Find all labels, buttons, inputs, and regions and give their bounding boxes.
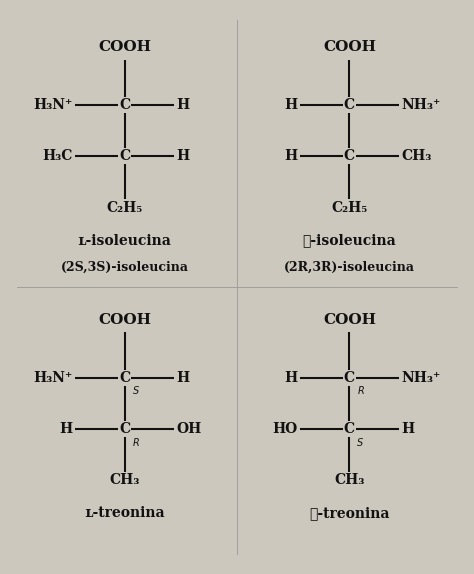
Text: CH₃: CH₃ bbox=[401, 149, 432, 163]
Text: COOH: COOH bbox=[98, 313, 151, 327]
Text: H₃C: H₃C bbox=[42, 149, 73, 163]
Text: C: C bbox=[344, 149, 355, 163]
Text: C: C bbox=[119, 98, 130, 112]
Text: H: H bbox=[177, 98, 190, 112]
Text: ʟ-isoleucina: ʟ-isoleucina bbox=[78, 234, 172, 247]
Text: C: C bbox=[344, 98, 355, 112]
Text: CH₃: CH₃ bbox=[334, 474, 365, 487]
Text: C: C bbox=[344, 371, 355, 385]
Text: COOH: COOH bbox=[323, 313, 376, 327]
Text: H: H bbox=[59, 422, 73, 436]
Text: Ԁ-isoleucina: Ԁ-isoleucina bbox=[302, 234, 396, 247]
Text: C: C bbox=[119, 371, 130, 385]
Text: S: S bbox=[133, 386, 139, 397]
Text: H: H bbox=[177, 371, 190, 385]
Text: C: C bbox=[119, 422, 130, 436]
Text: C: C bbox=[119, 149, 130, 163]
Text: H: H bbox=[177, 149, 190, 163]
Text: OH: OH bbox=[177, 422, 202, 436]
Text: NH₃⁺: NH₃⁺ bbox=[401, 371, 441, 385]
Text: HO: HO bbox=[272, 422, 297, 436]
Text: C₂H₅: C₂H₅ bbox=[331, 200, 367, 215]
Text: R: R bbox=[357, 386, 364, 397]
Text: H: H bbox=[284, 98, 297, 112]
Text: H: H bbox=[401, 422, 415, 436]
Text: H: H bbox=[284, 149, 297, 163]
Text: H₃N⁺: H₃N⁺ bbox=[33, 98, 73, 112]
Text: (2R,3R)-isoleucina: (2R,3R)-isoleucina bbox=[284, 261, 415, 274]
Text: C: C bbox=[344, 422, 355, 436]
Text: NH₃⁺: NH₃⁺ bbox=[401, 98, 441, 112]
Text: Ԁ-treonina: Ԁ-treonina bbox=[309, 506, 390, 521]
Text: C₂H₅: C₂H₅ bbox=[107, 200, 143, 215]
Text: ʟ-treonina: ʟ-treonina bbox=[84, 506, 165, 521]
Text: S: S bbox=[357, 437, 364, 448]
Text: CH₃: CH₃ bbox=[109, 474, 140, 487]
Text: COOH: COOH bbox=[98, 40, 151, 54]
Text: R: R bbox=[133, 437, 139, 448]
Text: COOH: COOH bbox=[323, 40, 376, 54]
Text: H₃N⁺: H₃N⁺ bbox=[33, 371, 73, 385]
Text: (2S,3S)-isoleucina: (2S,3S)-isoleucina bbox=[61, 261, 189, 274]
Text: H: H bbox=[284, 371, 297, 385]
